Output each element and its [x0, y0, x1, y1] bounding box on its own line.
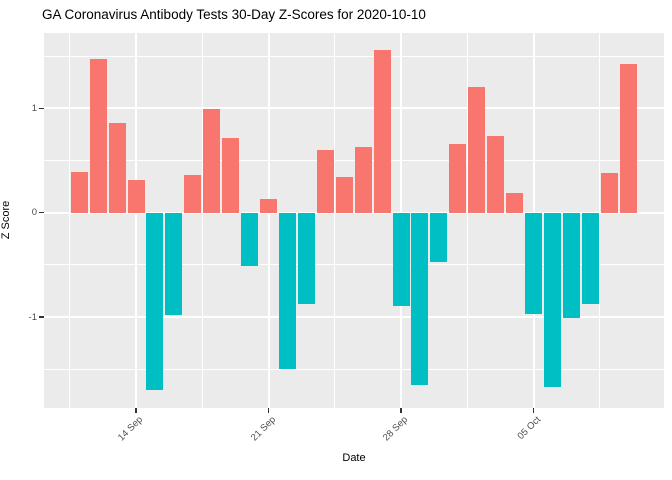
minor-gridline-vertical — [201, 33, 203, 408]
minor-gridline-horizontal — [44, 55, 664, 57]
minor-gridline-horizontal — [44, 264, 664, 266]
bar — [184, 175, 202, 213]
bar — [411, 212, 429, 386]
major-gridline-vertical — [267, 33, 270, 408]
bar — [316, 150, 334, 213]
y-tick-mark — [39, 107, 44, 109]
chart-title: GA Coronavirus Antibody Tests 30-Day Z-S… — [42, 7, 426, 22]
bar — [146, 212, 164, 391]
bar — [354, 146, 372, 213]
x-axis-title: Date — [342, 452, 366, 464]
x-tick-label: 14 Sep — [115, 414, 146, 444]
y-tick-mark — [39, 211, 44, 214]
major-gridline-horizontal — [44, 107, 664, 110]
minor-gridline-horizontal — [44, 368, 664, 370]
bar — [260, 199, 277, 213]
bar — [335, 177, 353, 213]
major-gridline-horizontal — [44, 211, 664, 214]
x-tick-mark — [400, 408, 402, 413]
bar — [297, 212, 315, 304]
bar — [70, 171, 88, 213]
major-gridline-vertical — [135, 33, 137, 408]
bar — [581, 212, 599, 304]
y-tick-mark — [39, 316, 44, 318]
bar — [600, 173, 618, 213]
x-tick-mark — [267, 408, 270, 413]
x-tick-label: 05 Oct — [514, 414, 543, 442]
bar — [562, 212, 580, 319]
bar — [278, 212, 296, 370]
bar — [108, 122, 126, 213]
x-tick-label: 21 Sep — [248, 414, 278, 444]
bar — [430, 212, 448, 262]
plot-panel — [44, 33, 664, 408]
minor-gridline-vertical — [466, 33, 468, 408]
bar — [165, 212, 183, 316]
y-tick-label: 1 — [31, 102, 37, 114]
bar — [373, 49, 391, 213]
bar — [241, 212, 259, 266]
minor-gridline-vertical — [334, 33, 336, 408]
bar — [392, 212, 410, 306]
y-tick-label: 0 — [31, 207, 37, 219]
bar — [127, 180, 145, 213]
bar — [619, 64, 637, 213]
x-tick-mark — [532, 408, 535, 413]
bar — [525, 212, 542, 314]
major-gridline-horizontal — [44, 316, 664, 319]
bar — [449, 143, 467, 213]
minor-gridline-vertical — [69, 33, 71, 408]
bar — [543, 212, 561, 388]
bar — [468, 87, 486, 213]
x-tick-label: 28 Sep — [380, 414, 411, 444]
minor-gridline-horizontal — [44, 159, 664, 161]
y-axis-title: Z Score — [0, 200, 12, 240]
minor-gridline-vertical — [599, 33, 601, 408]
bar — [506, 192, 524, 213]
bar — [203, 109, 221, 213]
bar — [89, 59, 107, 213]
bar — [222, 137, 240, 213]
bar — [487, 136, 505, 213]
y-tick-label: -1 — [28, 311, 37, 323]
x-tick-mark — [135, 408, 137, 413]
